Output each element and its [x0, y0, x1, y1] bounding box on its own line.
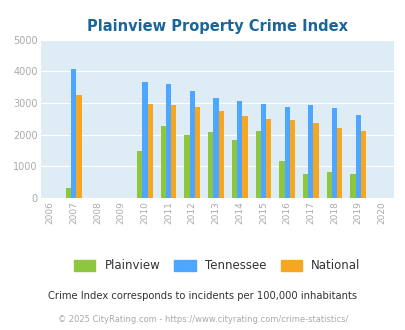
Bar [160, 126, 166, 198]
Bar [137, 151, 142, 198]
Bar [284, 107, 289, 198]
Bar [302, 174, 307, 198]
Bar [355, 115, 360, 198]
Bar [184, 135, 189, 198]
Bar [350, 174, 355, 198]
Bar [260, 104, 265, 198]
Bar [166, 84, 171, 198]
Bar [255, 131, 260, 198]
Bar [265, 119, 271, 198]
Bar [279, 161, 284, 198]
Text: © 2025 CityRating.com - https://www.cityrating.com/crime-statistics/: © 2025 CityRating.com - https://www.city… [58, 315, 347, 324]
Bar [213, 98, 218, 198]
Bar [66, 188, 71, 198]
Bar [147, 104, 152, 198]
Bar [336, 128, 341, 198]
Bar [237, 101, 242, 198]
Bar [331, 108, 336, 198]
Bar [218, 111, 223, 198]
Bar [76, 95, 81, 198]
Bar [242, 115, 247, 198]
Bar [360, 131, 365, 198]
Bar [231, 140, 237, 198]
Bar [71, 69, 76, 198]
Title: Plainview Property Crime Index: Plainview Property Crime Index [87, 19, 347, 34]
Bar [307, 105, 313, 198]
Bar [171, 106, 176, 198]
Bar [142, 82, 147, 198]
Legend: Plainview, Tennessee, National: Plainview, Tennessee, National [69, 254, 364, 277]
Bar [313, 123, 318, 198]
Text: Crime Index corresponds to incidents per 100,000 inhabitants: Crime Index corresponds to incidents per… [48, 291, 357, 301]
Bar [189, 91, 194, 198]
Bar [194, 107, 200, 198]
Bar [208, 132, 213, 198]
Bar [326, 172, 331, 198]
Bar [289, 120, 294, 198]
